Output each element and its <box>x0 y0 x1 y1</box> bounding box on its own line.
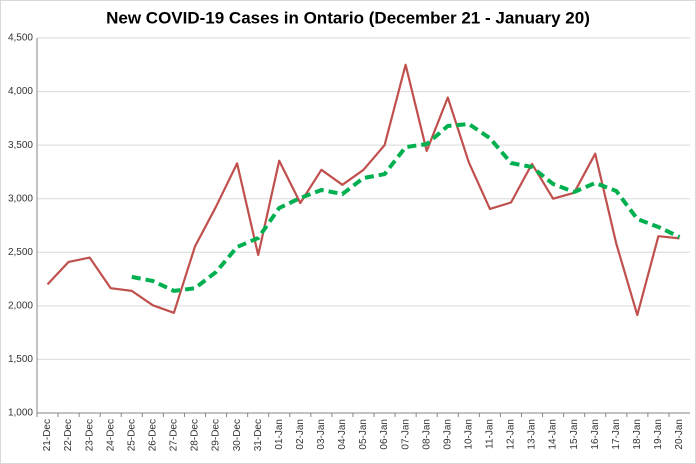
y-tick-label: 4,000 <box>8 86 33 97</box>
x-tick-label: 05-Jan <box>358 419 369 450</box>
y-tick-label: 3,500 <box>8 140 33 151</box>
x-tick-label: 30-Dec <box>232 419 243 451</box>
x-tick-label: 28-Dec <box>190 419 201 451</box>
x-tick-label: 11-Jan <box>485 419 496 449</box>
x-tick-label: 07-Jan <box>400 419 411 450</box>
y-tick-label: 1,500 <box>8 354 33 365</box>
x-tick-label: 08-Jan <box>421 419 432 450</box>
x-tick-label: 26-Dec <box>147 419 158 451</box>
average-line <box>131 122 681 293</box>
x-tick-label: 12-Jan <box>506 419 517 450</box>
y-tick-label: 3,000 <box>8 193 33 204</box>
x-tick-label: 10-Jan <box>463 419 474 450</box>
x-tick-label: 23-Dec <box>84 419 95 451</box>
x-tick-label: 25-Dec <box>126 419 137 451</box>
x-tick-label: 29-Dec <box>211 419 222 451</box>
x-tick-label: 31-Dec <box>253 419 264 451</box>
x-tick-label: 01-Jan <box>274 419 285 450</box>
x-tick-label: 14-Jan <box>548 419 559 450</box>
x-tick-label: 04-Jan <box>337 419 348 450</box>
y-tick-label: 2,000 <box>8 300 33 311</box>
x-tick-label: 22-Dec <box>63 419 74 451</box>
x-tick-label: 24-Dec <box>105 419 116 451</box>
y-tick-label: 4,500 <box>8 33 33 44</box>
x-tick-label: 27-Dec <box>169 419 180 451</box>
x-tick-label: 13-Jan <box>527 419 538 450</box>
y-tick-label: 1,000 <box>8 408 33 419</box>
x-tick-label: 02-Jan <box>295 419 306 450</box>
x-tick-label: 03-Jan <box>316 419 327 450</box>
x-tick-label: 17-Jan <box>611 419 622 450</box>
x-tick-label: 09-Jan <box>442 419 453 450</box>
y-tick-label: 2,500 <box>8 247 33 258</box>
x-tick-label: 19-Jan <box>653 419 664 450</box>
x-tick-label: 15-Jan <box>569 419 580 450</box>
x-tick-label: 21-Dec <box>42 419 53 451</box>
x-tick-label: 20-Jan <box>674 419 685 450</box>
x-tick-label: 18-Jan <box>632 419 643 450</box>
x-tick-label: 16-Jan <box>590 419 601 450</box>
x-tick-label: 06-Jan <box>379 419 390 450</box>
chart-title: New COVID-19 Cases in Ontario (December … <box>106 8 590 27</box>
